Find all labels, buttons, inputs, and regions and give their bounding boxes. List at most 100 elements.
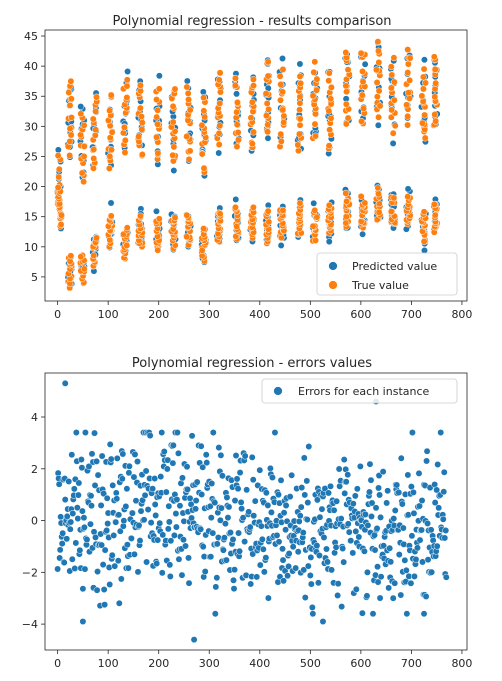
point-error [273, 531, 281, 539]
point-error [380, 542, 388, 550]
point-true [154, 149, 162, 157]
point-error [395, 489, 403, 496]
point-true [169, 118, 177, 126]
point-error [300, 454, 308, 462]
point-error [116, 527, 124, 535]
point-error [167, 537, 175, 545]
point-error [415, 469, 423, 477]
y-tick-label: 30 [24, 120, 38, 133]
point-true [67, 77, 75, 85]
point-error [75, 479, 83, 487]
point-predicted [155, 72, 163, 80]
point-error [144, 506, 152, 513]
point-true [420, 208, 428, 216]
y-tick-label: −4 [22, 618, 38, 631]
point-true [262, 90, 270, 97]
point-true [374, 38, 382, 46]
point-true [326, 126, 334, 134]
point-true [264, 121, 272, 129]
point-error [190, 636, 198, 644]
point-error [353, 485, 361, 493]
point-true [106, 107, 114, 115]
point-true [431, 111, 439, 118]
point-true [123, 94, 131, 101]
point-true [387, 63, 395, 71]
legend-marker-errors [273, 386, 283, 396]
point-error [85, 462, 93, 470]
point-true [343, 197, 351, 205]
point-true [248, 98, 256, 106]
point-true [279, 65, 287, 73]
point-true [200, 107, 208, 115]
point-error [251, 497, 259, 505]
point-error [399, 524, 407, 532]
point-error [92, 533, 99, 541]
point-error [169, 459, 177, 467]
legend-label-errors: Errors for each instance [298, 385, 430, 398]
point-true [296, 99, 304, 107]
point-error [218, 472, 226, 480]
point-predicted [199, 88, 207, 96]
point-error [166, 561, 174, 569]
point-error [77, 456, 85, 463]
x-tick-label: 600 [350, 657, 371, 670]
point-true [153, 133, 160, 141]
point-error [147, 519, 155, 527]
point-error [208, 480, 216, 487]
point-error [78, 507, 86, 515]
point-error [202, 451, 210, 459]
point-true [342, 213, 350, 221]
point-true [183, 233, 191, 241]
point-error [304, 562, 312, 570]
point-error [435, 504, 443, 512]
point-error [198, 491, 206, 498]
point-error [68, 451, 76, 459]
x-tick-label: 200 [148, 657, 169, 670]
point-true [247, 114, 255, 122]
point-error [282, 526, 290, 534]
point-true [406, 54, 414, 62]
plot-frame [44, 372, 468, 651]
point-error [363, 568, 371, 576]
point-error [87, 492, 95, 500]
point-error [221, 520, 229, 528]
point-error [236, 469, 244, 477]
point-error [54, 565, 62, 573]
point-true [374, 184, 382, 192]
point-error [238, 505, 246, 513]
point-true [311, 206, 319, 214]
point-error [109, 481, 117, 489]
point-error [141, 491, 149, 499]
y-tick-label: 2 [31, 463, 38, 476]
point-true [54, 152, 62, 160]
point-true [390, 194, 398, 202]
point-error [262, 554, 270, 562]
point-true [215, 76, 223, 84]
point-true [359, 67, 366, 75]
point-true [154, 106, 162, 114]
point-error [188, 432, 196, 440]
point-error [91, 429, 98, 437]
point-predicted [233, 90, 241, 98]
point-true [215, 141, 223, 149]
point-error [414, 544, 421, 552]
point-true [153, 96, 160, 104]
point-error [408, 429, 416, 436]
point-error [227, 529, 234, 536]
point-error [307, 553, 315, 561]
point-error [372, 504, 380, 512]
point-true [325, 142, 333, 150]
point-true [295, 147, 302, 155]
point-predicted [361, 60, 369, 68]
point-error [440, 488, 448, 496]
point-error [158, 429, 166, 436]
point-error [259, 545, 267, 553]
point-true [232, 74, 239, 82]
point-true [67, 131, 75, 139]
point-true [200, 164, 208, 172]
point-error [234, 485, 242, 493]
point-error [230, 585, 238, 593]
point-true [418, 92, 426, 100]
point-true [404, 193, 412, 201]
point-error [323, 545, 330, 553]
